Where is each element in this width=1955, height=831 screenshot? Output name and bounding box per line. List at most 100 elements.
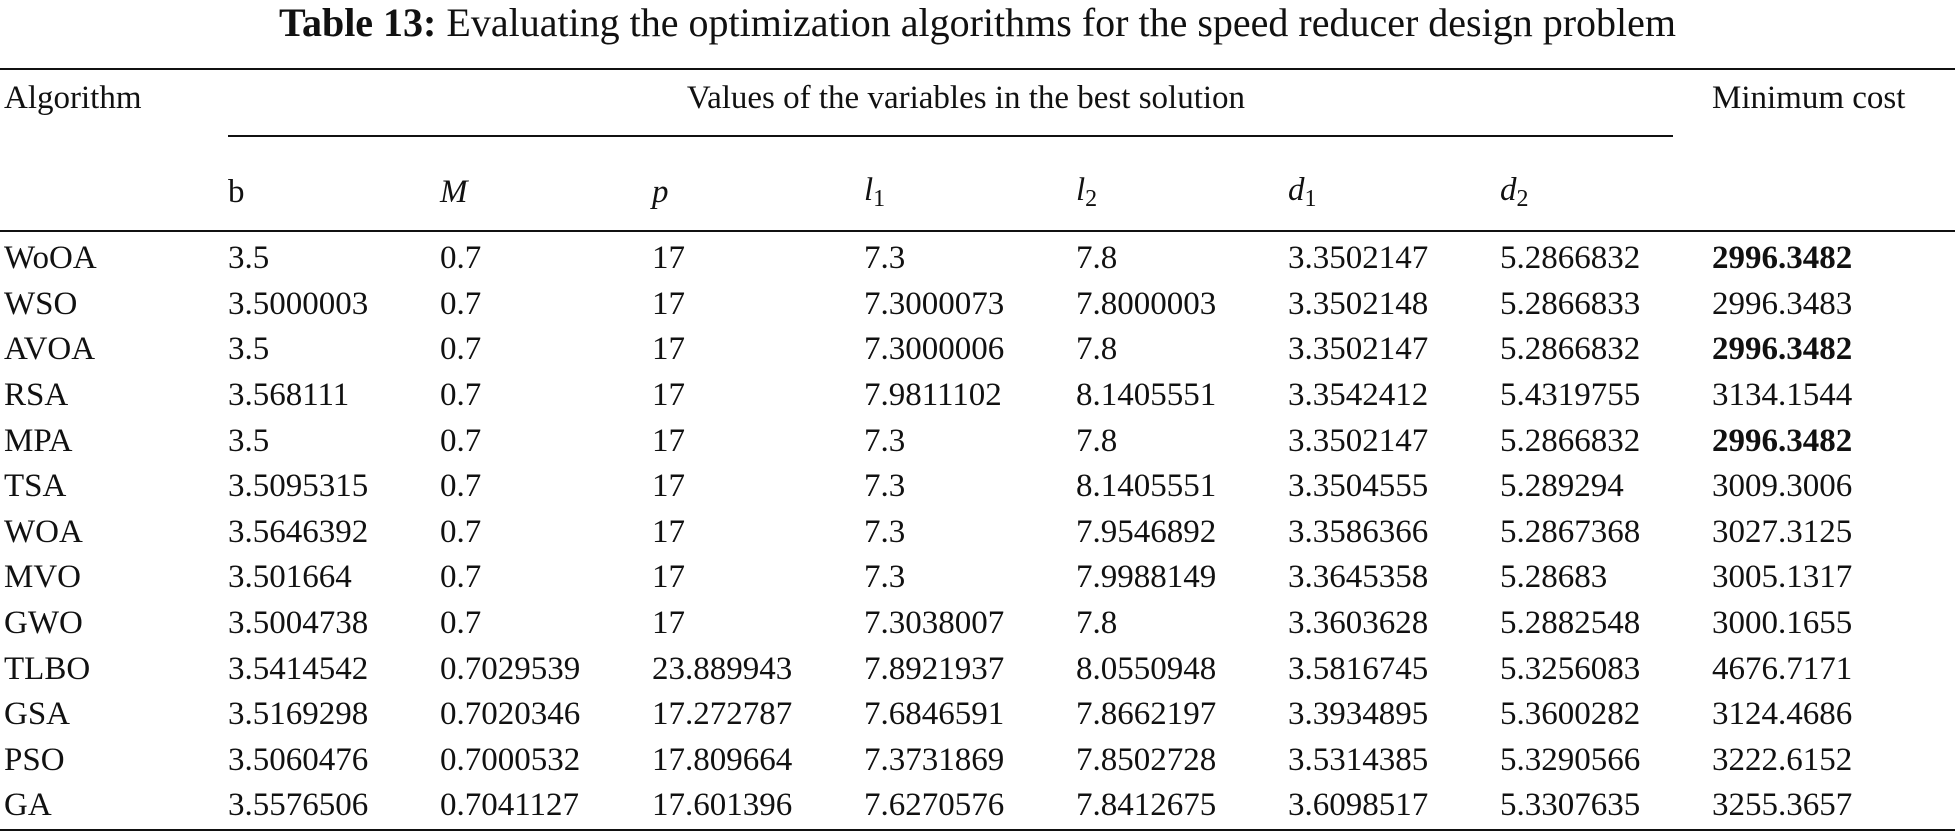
table-body: WoOA 3.5 0.7 17 7.3 7.8 3.3502147 5.2866832 2996… (0, 231, 1955, 831)
cell-value: 17 (652, 605, 685, 642)
cell-value: 3.3645358 (1288, 559, 1429, 596)
cell-value: 3.501664 (228, 559, 352, 596)
cell-value: 7.8 (1076, 605, 1118, 642)
cell-value: 5.4319755 (1500, 377, 1641, 414)
cell-value: 8.0550948 (1076, 650, 1217, 687)
cell-value: 3.3603628 (1288, 605, 1429, 642)
cell-value: 8.1405551 (1076, 377, 1217, 414)
cell-value: 0.7 (440, 240, 482, 277)
cell-value: 3.3586366 (1288, 513, 1429, 550)
cell-value: 3.5004738 (228, 605, 369, 642)
header-minimum-cost: Minimum cost (1708, 68, 1955, 146)
cell-value: 5.2866833 (1500, 285, 1641, 322)
cell-value: 0.7 (440, 513, 482, 550)
cell-value: 7.3731869 (864, 741, 1005, 778)
cell-value: 0.7 (440, 285, 482, 322)
cell-algorithm: AVOA (4, 331, 96, 368)
cell-minimum-cost: 2996.3482 (1712, 331, 1853, 368)
cell-value: 17 (652, 377, 685, 414)
cell-value: 7.9811102 (864, 377, 1002, 414)
table-row: MVO 3.501664 0.7 17 7.3 7.9988149 3.3645358 5.2… (0, 555, 1955, 601)
header-var-symbol: l (864, 171, 874, 208)
cell-value: 7.8 (1076, 422, 1118, 459)
cell-value: 5.2866832 (1500, 422, 1641, 459)
header-var-symbol: l (1076, 171, 1086, 208)
cell-algorithm: GSA (4, 696, 71, 733)
cell-value: 0.7029539 (440, 650, 581, 687)
cell-algorithm: RSA (4, 377, 69, 414)
cell-value: 3.6098517 (1284, 783, 1496, 831)
table-row: WOA 3.5646392 0.7 17 7.3 7.9546892 3.3586366 5.… (0, 510, 1955, 556)
header-var-subscript: 2 (1516, 185, 1529, 212)
cell-value: 5.28683 (1500, 559, 1608, 596)
cell-value: 5.3290566 (1500, 741, 1641, 778)
cell-minimum-cost: 3134.1544 (1712, 377, 1853, 414)
header-var-symbol: d (1500, 171, 1517, 208)
cell-value: 3.5646392 (228, 513, 369, 550)
header-var-d1: d1 (1284, 146, 1496, 232)
header-var-subscript: 2 (1085, 185, 1098, 212)
cell-value: 0.7 (440, 331, 482, 368)
cell-value: 3.5 (228, 331, 270, 368)
cell-algorithm: MPA (4, 422, 73, 459)
table-row: MPA 3.5 0.7 17 7.3 7.8 3.3502147 5.2866832 2996.… (0, 418, 1955, 464)
results-table: Algorithm Values of the variables in the… (0, 68, 1955, 831)
cell-value: 3.5060476 (228, 741, 369, 778)
header-var-symbol: d (1288, 171, 1305, 208)
table-row: GWO 3.5004738 0.7 17 7.3038007 7.8 3.3603628 5.… (0, 601, 1955, 647)
cell-minimum-cost: 3124.4686 (1712, 696, 1853, 733)
cell-algorithm: TLBO (4, 650, 91, 687)
cell-minimum-cost: 3009.3006 (1712, 468, 1853, 505)
cell-value: 3.5 (228, 240, 270, 277)
cell-value: 7.3 (864, 468, 906, 505)
header-var-p: p (648, 146, 860, 232)
cell-value: 7.3000006 (864, 331, 1005, 368)
cell-value: 3.3542412 (1288, 377, 1429, 414)
table-caption-label: Table 13: (278, 0, 437, 45)
cell-value: 17.601396 (648, 783, 860, 831)
cell-value: 7.8000003 (1076, 285, 1217, 322)
cell-value: 5.3600282 (1500, 696, 1641, 733)
cell-minimum-cost: 2996.3482 (1712, 422, 1853, 459)
cell-value: 7.6270576 (860, 783, 1072, 831)
cell-value: 3.3502147 (1288, 240, 1429, 277)
cell-algorithm: MVO (4, 559, 82, 596)
cell-value: 17 (652, 559, 685, 596)
cell-value: 3.5 (228, 422, 270, 459)
cell-value: 23.889943 (652, 650, 793, 687)
cell-value: 7.3000073 (864, 285, 1005, 322)
cell-value: 17 (652, 468, 685, 505)
header-var-m: M (436, 146, 648, 232)
cell-value: 17 (652, 331, 685, 368)
cell-value: 3.5816745 (1288, 650, 1429, 687)
cell-value: 7.9546892 (1076, 513, 1217, 550)
header-var-subscript: 1 (873, 185, 886, 212)
table-row: TLBO 3.5414542 0.7029539 23.889943 7.8921937… (0, 646, 1955, 692)
cell-value: 0.7041127 (436, 783, 648, 831)
header-var-subscript: 1 (1304, 185, 1317, 212)
cell-value: 3.3502147 (1288, 331, 1429, 368)
cell-algorithm: TSA (4, 468, 67, 505)
cell-algorithm: PSO (4, 741, 65, 778)
table-caption-text: Evaluating the optimization algorithms f… (446, 0, 1677, 45)
cell-value: 7.8 (1076, 240, 1118, 277)
header-var-symbol: b (228, 173, 245, 210)
cell-value: 5.3256083 (1500, 650, 1641, 687)
cell-algorithm: WOA (4, 513, 83, 550)
header-var-d2: d2 (1496, 146, 1708, 232)
table-row: GA 3.5576506 0.7041127 17.601396 7.6270576 7.… (0, 783, 1955, 831)
cell-minimum-cost: 2996.3482 (1712, 240, 1853, 277)
cell-value: 7.6846591 (864, 696, 1005, 733)
header-variables-group: Values of the variables in the best solu… (224, 68, 1708, 146)
header-row-group: Algorithm Values of the variables in the… (0, 68, 1955, 146)
cell-value: 5.2866832 (1500, 240, 1641, 277)
cell-minimum-cost: 3005.1317 (1712, 559, 1853, 596)
cell-algorithm: WSO (4, 285, 78, 322)
cell-minimum-cost: 2996.3483 (1712, 285, 1853, 322)
cell-value: 17 (652, 513, 685, 550)
cell-value: 7.3 (864, 513, 906, 550)
cell-algorithm: GWO (4, 605, 83, 642)
cell-value: 7.3 (864, 559, 906, 596)
header-algorithm: Algorithm (0, 68, 224, 146)
cell-minimum-cost: 3027.3125 (1712, 513, 1853, 550)
